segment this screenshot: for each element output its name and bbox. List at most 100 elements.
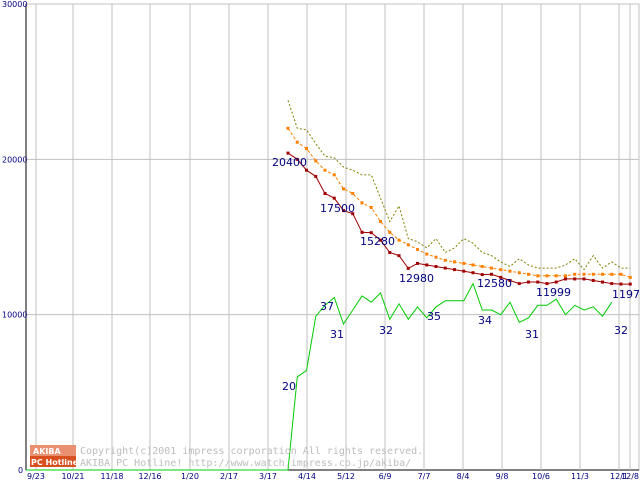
data-point — [434, 265, 438, 269]
y-tick-label: 30000 — [2, 0, 27, 9]
data-point — [369, 205, 373, 209]
y-tick-label: 10000 — [2, 311, 27, 320]
plot-area — [26, 100, 632, 471]
data-labels: 20400 17500 15280 12980 12580 11999 11970 20 37 3… — [272, 156, 640, 393]
x-tick-label: 12/16 — [138, 472, 161, 480]
data-point — [406, 266, 410, 270]
data-point — [619, 272, 623, 276]
data-point — [490, 272, 493, 276]
logo-bottom-text: PC Hotline! — [31, 458, 82, 467]
data-label: 17500 — [320, 202, 355, 215]
data-point — [295, 157, 299, 161]
data-point — [610, 282, 614, 286]
watermark: AKIBA PC Hotline! Copyright(c)2001 impre… — [30, 445, 423, 469]
x-tick-label: 11/3 — [571, 472, 589, 480]
copyright-text: Copyright(c)2001 impress corporation All… — [80, 446, 423, 457]
data-point — [369, 231, 373, 235]
x-tick-label: 10/6 — [532, 472, 550, 480]
akiba-logo: AKIBA PC Hotline! — [30, 445, 82, 467]
data-point — [527, 272, 530, 276]
data-point — [332, 196, 336, 200]
data-point — [453, 268, 456, 272]
data-point — [342, 209, 345, 213]
data-point — [342, 187, 345, 191]
data-label: 11999 — [536, 286, 571, 299]
data-point — [314, 174, 318, 178]
data-label: 34 — [478, 314, 492, 327]
x-tick-label: 4/14 — [298, 472, 316, 480]
data-point — [628, 275, 632, 279]
data-point — [443, 258, 447, 262]
data-label: 31 — [330, 328, 344, 341]
data-point — [527, 280, 530, 284]
data-point — [416, 247, 419, 251]
data-point — [397, 254, 401, 258]
y-tick-label: 0 — [18, 466, 23, 475]
x-tick-label: 12/8 — [621, 472, 639, 480]
data-label: 32 — [379, 324, 393, 337]
data-point — [499, 268, 503, 272]
data-point — [453, 260, 456, 264]
data-point — [591, 272, 595, 276]
data-point — [305, 146, 308, 150]
data-point — [536, 274, 540, 278]
data-point — [508, 269, 512, 273]
data-point — [554, 280, 558, 284]
data-point — [351, 212, 355, 216]
data-point — [582, 272, 586, 276]
site-url-text: AKIBA PC Hotline! http://www.watch.impre… — [80, 458, 411, 469]
data-point — [462, 269, 466, 273]
data-point — [286, 126, 290, 130]
data-point — [416, 261, 419, 265]
data-point — [582, 277, 586, 281]
data-point — [443, 266, 447, 270]
data-point — [406, 243, 410, 247]
data-point — [388, 230, 392, 234]
data-point — [379, 219, 382, 223]
data-point — [480, 265, 484, 269]
x-tick-label: 2/17 — [220, 472, 238, 480]
data-point — [517, 282, 521, 286]
data-point — [379, 238, 382, 242]
data-point — [388, 251, 392, 255]
data-point — [554, 274, 558, 278]
data-point — [490, 266, 493, 270]
data-point — [295, 140, 299, 144]
data-label: 11970 — [612, 288, 640, 301]
data-point — [545, 274, 549, 278]
data-point — [425, 263, 429, 267]
data-label: 20 — [282, 380, 296, 393]
data-point — [499, 275, 503, 279]
data-point — [471, 263, 475, 267]
x-tick-label: 12/1 — [610, 472, 628, 480]
data-point — [323, 192, 327, 196]
x-tick-label: 5/12 — [337, 472, 355, 480]
grid — [25, 3, 640, 471]
series-line — [287, 152, 631, 285]
data-point — [545, 282, 549, 286]
data-label: 32 — [614, 324, 628, 337]
x-tick-label: 10/21 — [61, 472, 84, 480]
series-line — [26, 282, 613, 471]
data-point — [305, 168, 308, 172]
data-point — [564, 274, 567, 278]
data-point — [471, 271, 475, 275]
y-tick-label: 20000 — [2, 155, 27, 164]
data-point — [425, 252, 429, 256]
x-tick-label: 8/4 — [457, 472, 470, 480]
data-label: 12580 — [477, 277, 512, 290]
data-point — [591, 278, 595, 282]
data-point — [434, 255, 438, 259]
x-tick-label: 9/23 — [27, 472, 45, 480]
data-point — [351, 192, 355, 196]
data-point — [397, 238, 401, 242]
data-point — [619, 282, 623, 286]
data-point — [360, 201, 364, 205]
x-tick-label: 6/9 — [379, 472, 392, 480]
data-point — [628, 282, 632, 286]
data-label: 35 — [427, 310, 441, 323]
data-point — [360, 230, 364, 234]
data-point — [462, 261, 466, 265]
data-point — [332, 173, 336, 177]
